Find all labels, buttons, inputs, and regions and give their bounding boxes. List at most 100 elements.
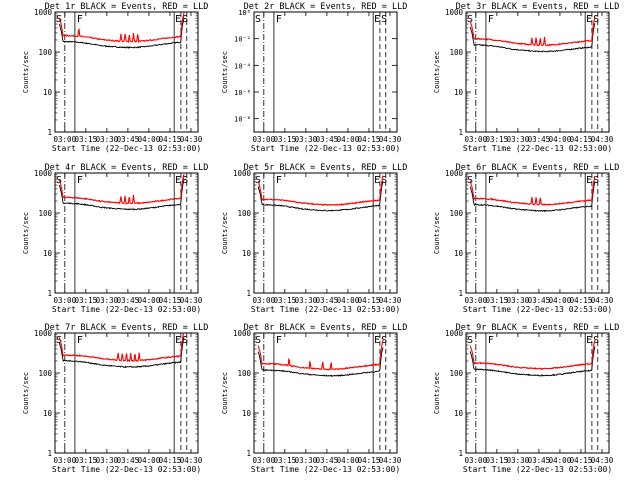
marker-s: S	[56, 14, 62, 25]
y-tick-label: 1000	[34, 329, 53, 338]
marker-f: F	[77, 14, 83, 25]
series-line-events	[469, 23, 596, 53]
marker-f: F	[77, 175, 83, 186]
marker-s: S	[56, 335, 62, 346]
panel-det-3: Det 3r BLACK = Events, RED = LLD03:0003:…	[433, 2, 619, 153]
panel-det-6: Det 6r BLACK = Events, RED = LLD03:0003:…	[433, 163, 619, 314]
x-tick-label: 03:30	[295, 296, 318, 305]
y-tick-label: 10⁻⁴	[234, 62, 251, 70]
x-tick-label: 04:30	[180, 456, 203, 465]
plot-frame	[54, 332, 199, 454]
x-tick-label: 04:00	[549, 296, 572, 305]
plot-frame	[253, 332, 398, 454]
x-tick-label: 03:00	[465, 135, 488, 144]
y-axis-label: Counts/sec	[221, 51, 229, 93]
marker-f: F	[276, 14, 282, 25]
x-tick-label: 03:15	[75, 296, 98, 305]
x-tick-label: 03:30	[96, 296, 119, 305]
panel-title: Det 1r BLACK = Events, RED = LLD	[45, 2, 209, 12]
x-tick-label: 04:30	[591, 296, 614, 305]
x-tick-label: 04:15	[358, 456, 381, 465]
panel-det-9: Det 9r BLACK = Events, RED = LLD03:0003:…	[433, 323, 619, 474]
y-tick-label: 1	[246, 449, 251, 458]
y-tick-label: 100	[38, 369, 52, 378]
marker-s2: S	[381, 175, 387, 186]
panel-det-5: Det 5r BLACK = Events, RED = LLD03:0003:…	[221, 163, 407, 314]
marker-s: S	[255, 175, 261, 186]
x-tick-label: 03:15	[274, 135, 297, 144]
marker-f: F	[488, 335, 494, 346]
x-tick-label: 03:00	[54, 456, 77, 465]
x-tick-label: 03:45	[528, 135, 551, 144]
panel-title: Det 5r BLACK = Events, RED = LLD	[244, 163, 408, 173]
panel-title: Det 4r BLACK = Events, RED = LLD	[45, 163, 209, 173]
y-tick-label: 1000	[445, 8, 464, 17]
y-tick-label: 1	[47, 449, 52, 458]
series-line-events	[469, 346, 596, 377]
panel-det-4: Det 4r BLACK = Events, RED = LLD03:0003:…	[22, 163, 208, 314]
x-tick-label: 03:30	[507, 296, 530, 305]
panel-det-7: Det 7r BLACK = Events, RED = LLD03:0003:…	[22, 323, 208, 474]
panel-title: Det 2r BLACK = Events, RED = LLD	[244, 2, 408, 12]
panel-det-1: Det 1r BLACK = Events, RED = LLD 03:0003:…	[22, 2, 208, 153]
y-axis-label: Counts/sec	[433, 212, 441, 254]
x-tick-label: 04:00	[138, 296, 161, 305]
marker-e: E	[175, 335, 181, 346]
y-tick-label: 1000	[233, 329, 252, 338]
y-tick-label: 10⁻⁶	[234, 89, 251, 97]
plot-frame	[253, 11, 398, 133]
y-axis-label: Counts/sec	[22, 212, 30, 254]
series-line-lld	[257, 175, 384, 207]
series-line-lld	[469, 16, 596, 47]
x-tick-label: 03:00	[54, 135, 77, 144]
x-tick-label: 03:45	[117, 296, 140, 305]
marker-s2: S	[593, 175, 599, 186]
x-tick-label: 03:30	[295, 456, 318, 465]
y-tick-label: 10⁰	[238, 9, 251, 17]
y-tick-label: 100	[237, 369, 251, 378]
y-tick-label: 1	[458, 449, 463, 458]
x-axis-label: Start Time (22-Dec-13 02:53:00)	[463, 144, 612, 153]
x-tick-label: 04:30	[379, 135, 402, 144]
y-tick-label: 10⁻²	[234, 36, 251, 44]
plot-frame	[465, 172, 610, 294]
x-tick-label: 03:45	[528, 296, 551, 305]
marker-s: S	[255, 14, 261, 25]
plot-frame	[253, 172, 398, 294]
series-line-events	[257, 347, 384, 377]
marker-s2: S	[381, 335, 387, 346]
x-tick-label: 03:15	[75, 135, 98, 144]
series-line-lld	[58, 173, 185, 206]
x-tick-label: 04:30	[591, 135, 614, 144]
y-tick-label: 100	[449, 369, 463, 378]
y-axis-label: Counts/sec	[22, 51, 30, 93]
x-tick-label: 03:15	[486, 296, 509, 305]
y-tick-label: 1000	[445, 329, 464, 338]
series-line-lld	[58, 12, 185, 44]
series-line-lld	[469, 175, 596, 206]
y-tick-label: 1000	[34, 169, 53, 178]
series-line-events	[257, 181, 384, 212]
x-tick-label: 03:45	[117, 456, 140, 465]
y-tick-label: 10	[43, 409, 53, 418]
y-tick-label: 1	[47, 128, 52, 137]
x-tick-label: 03:15	[75, 456, 98, 465]
x-axis-label: Start Time (22-Dec-13 02:53:00)	[463, 305, 612, 314]
marker-s: S	[255, 335, 261, 346]
y-tick-label: 10	[454, 409, 464, 418]
y-tick-label: 10	[454, 88, 464, 97]
x-tick-label: 03:00	[54, 296, 77, 305]
series-line-events	[58, 18, 185, 49]
marker-f: F	[77, 335, 83, 346]
x-tick-label: 04:15	[570, 135, 593, 144]
marker-f: F	[276, 175, 282, 186]
y-axis-label: Counts/sec	[22, 372, 30, 414]
plot-frame	[465, 11, 610, 133]
series-line-events	[58, 337, 185, 369]
y-tick-label: 100	[38, 48, 52, 57]
x-tick-label: 03:30	[96, 456, 119, 465]
y-axis-label: Counts/sec	[433, 51, 441, 93]
x-axis-label: Start Time (22-Dec-13 02:53:00)	[52, 305, 201, 314]
marker-s2: S	[593, 14, 599, 25]
